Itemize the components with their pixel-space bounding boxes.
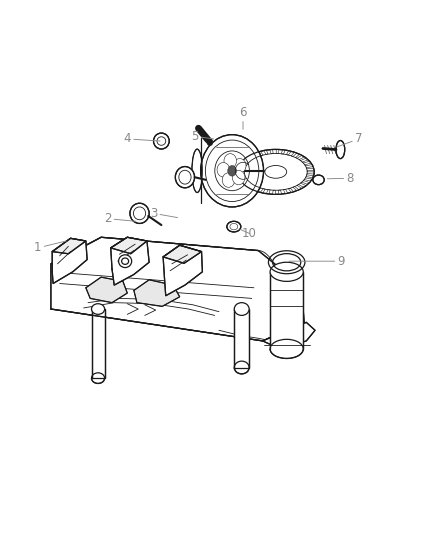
- Text: 7: 7: [337, 132, 363, 147]
- Polygon shape: [276, 149, 279, 154]
- Polygon shape: [266, 190, 270, 194]
- Polygon shape: [279, 190, 282, 194]
- Polygon shape: [250, 185, 256, 189]
- Polygon shape: [86, 277, 127, 303]
- Polygon shape: [239, 165, 246, 167]
- Text: 10: 10: [240, 227, 257, 240]
- Ellipse shape: [237, 149, 314, 195]
- Ellipse shape: [153, 133, 169, 149]
- Text: 2: 2: [104, 212, 136, 225]
- Polygon shape: [302, 160, 310, 163]
- Polygon shape: [240, 178, 247, 181]
- Polygon shape: [295, 155, 302, 158]
- Polygon shape: [263, 322, 315, 349]
- Ellipse shape: [119, 255, 132, 268]
- Polygon shape: [248, 155, 254, 159]
- Ellipse shape: [313, 175, 324, 184]
- Polygon shape: [242, 181, 249, 184]
- Polygon shape: [299, 157, 306, 160]
- Polygon shape: [51, 237, 304, 341]
- Polygon shape: [237, 168, 245, 170]
- Text: 1: 1: [34, 241, 66, 254]
- Polygon shape: [288, 188, 293, 192]
- Polygon shape: [134, 280, 180, 306]
- Polygon shape: [307, 171, 314, 172]
- Polygon shape: [283, 189, 288, 193]
- Ellipse shape: [130, 203, 149, 223]
- Ellipse shape: [270, 262, 303, 281]
- Polygon shape: [305, 163, 312, 166]
- Polygon shape: [286, 151, 291, 155]
- Ellipse shape: [270, 340, 303, 359]
- Ellipse shape: [207, 139, 213, 146]
- Ellipse shape: [234, 303, 249, 316]
- Ellipse shape: [175, 166, 194, 188]
- Polygon shape: [305, 176, 313, 179]
- Text: 3: 3: [150, 207, 177, 220]
- Polygon shape: [111, 237, 149, 285]
- Ellipse shape: [228, 165, 237, 176]
- Ellipse shape: [336, 141, 345, 159]
- Polygon shape: [281, 150, 285, 154]
- Polygon shape: [163, 245, 202, 296]
- Ellipse shape: [192, 149, 202, 192]
- Polygon shape: [111, 237, 147, 254]
- Polygon shape: [258, 151, 263, 156]
- Text: 9: 9: [289, 255, 345, 268]
- Ellipse shape: [217, 163, 230, 177]
- Polygon shape: [241, 161, 248, 164]
- Text: 6: 6: [239, 106, 247, 130]
- Polygon shape: [260, 189, 265, 193]
- Polygon shape: [291, 152, 297, 157]
- Polygon shape: [304, 180, 311, 183]
- Ellipse shape: [224, 154, 237, 168]
- Ellipse shape: [201, 135, 264, 207]
- Polygon shape: [272, 190, 276, 195]
- Polygon shape: [52, 238, 86, 254]
- Polygon shape: [238, 175, 245, 177]
- Ellipse shape: [232, 171, 245, 185]
- Polygon shape: [264, 150, 268, 155]
- Ellipse shape: [92, 304, 105, 314]
- Polygon shape: [307, 174, 314, 175]
- Polygon shape: [234, 309, 249, 368]
- Text: 5: 5: [191, 130, 214, 143]
- Polygon shape: [163, 245, 201, 263]
- Ellipse shape: [233, 158, 246, 173]
- Text: 4: 4: [124, 132, 160, 146]
- Polygon shape: [52, 238, 87, 284]
- Polygon shape: [245, 183, 252, 187]
- Polygon shape: [92, 309, 105, 378]
- Polygon shape: [293, 187, 299, 191]
- Polygon shape: [237, 172, 244, 173]
- Polygon shape: [270, 149, 273, 154]
- Polygon shape: [270, 272, 303, 349]
- Polygon shape: [255, 187, 261, 191]
- Polygon shape: [300, 182, 307, 185]
- Text: 8: 8: [327, 172, 353, 185]
- Polygon shape: [253, 153, 258, 157]
- Polygon shape: [297, 184, 304, 188]
- Ellipse shape: [227, 221, 241, 232]
- Ellipse shape: [222, 173, 235, 187]
- Polygon shape: [306, 167, 314, 169]
- Polygon shape: [244, 158, 251, 161]
